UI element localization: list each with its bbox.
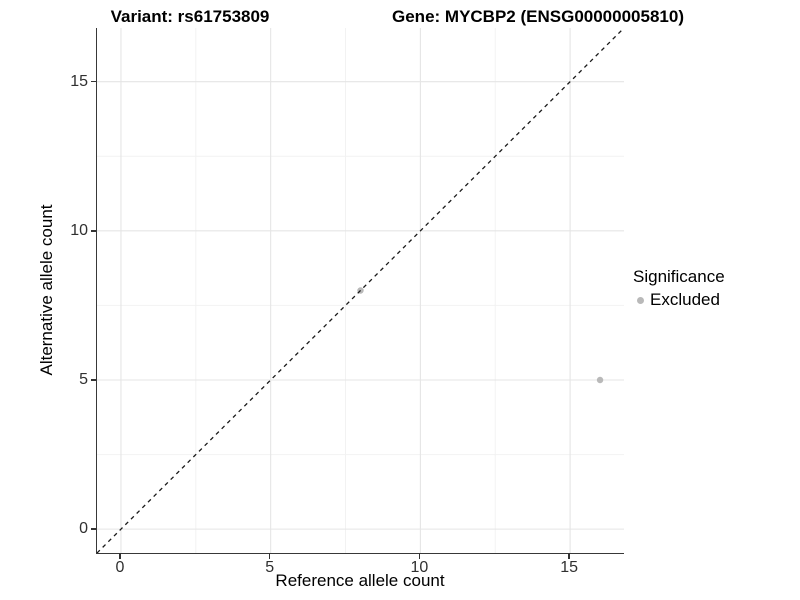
x-tick-label: 15 <box>560 559 578 576</box>
y-axis-title: Alternative allele count <box>37 204 56 376</box>
y-tick-label: 15 <box>70 72 88 90</box>
plot-area-svg <box>97 28 624 553</box>
legend-item-label: Excluded <box>650 290 720 309</box>
plot-panel <box>96 28 624 554</box>
x-axis-title: Reference allele count <box>275 571 445 590</box>
y-tick-mark <box>90 528 96 530</box>
y-tick-mark <box>90 230 96 232</box>
y-tick-label: 5 <box>79 370 88 388</box>
y-tick-label: 0 <box>79 520 88 538</box>
identity-line <box>97 28 624 553</box>
plot-title-variant: Variant: rs61753809 <box>110 7 270 26</box>
x-tick-mark <box>568 553 570 559</box>
legend-item-excluded: Excluded <box>633 290 725 310</box>
legend: Significance Excluded <box>633 267 725 310</box>
y-tick-mark <box>90 379 96 381</box>
y-tick-mark <box>90 80 96 83</box>
y-tick-label: 10 <box>70 221 88 239</box>
x-tick-label: 10 <box>410 559 429 576</box>
x-tick-mark <box>268 553 271 559</box>
x-tick-label: 0 <box>115 559 125 576</box>
x-tick-mark <box>119 553 121 559</box>
legend-key-dot-icon <box>637 296 644 304</box>
x-tick-mark <box>418 553 421 559</box>
legend-title: Significance <box>633 267 725 286</box>
x-tick-label: 5 <box>265 559 275 576</box>
data-point <box>596 376 604 384</box>
plot-title-gene: Gene: MYCBP2 (ENSG00000005810) <box>392 7 684 26</box>
